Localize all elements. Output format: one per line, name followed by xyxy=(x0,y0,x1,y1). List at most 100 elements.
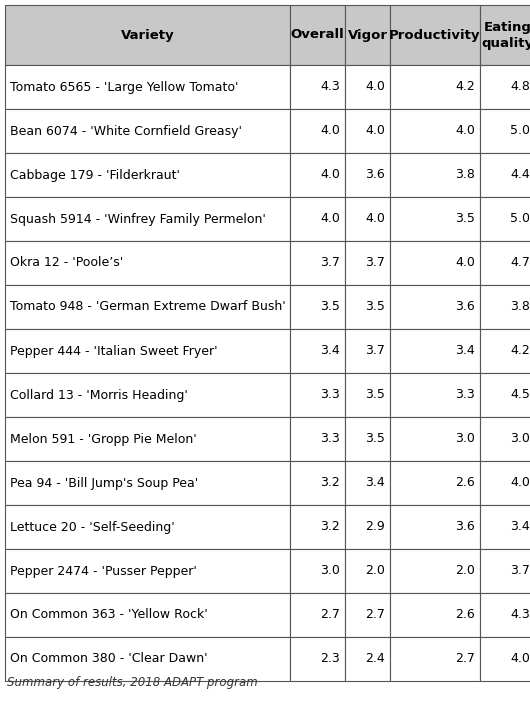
Text: 4.0: 4.0 xyxy=(455,256,475,270)
Text: 4.3: 4.3 xyxy=(510,609,530,621)
Text: 3.4: 3.4 xyxy=(365,477,385,489)
Bar xyxy=(390,637,480,681)
Text: 3.8: 3.8 xyxy=(510,300,530,314)
Text: Productivity: Productivity xyxy=(389,29,481,41)
Text: 2.6: 2.6 xyxy=(455,477,475,489)
Text: 4.2: 4.2 xyxy=(455,81,475,93)
Bar xyxy=(5,417,290,461)
Text: 3.7: 3.7 xyxy=(510,564,530,578)
Bar xyxy=(5,153,290,197)
Text: 3.6: 3.6 xyxy=(455,300,475,314)
Bar xyxy=(290,461,345,505)
Bar xyxy=(345,549,390,593)
Bar xyxy=(390,373,480,417)
Text: 3.6: 3.6 xyxy=(455,520,475,534)
Bar xyxy=(480,109,530,153)
Text: 3.2: 3.2 xyxy=(320,477,340,489)
Text: 3.6: 3.6 xyxy=(365,168,385,182)
Bar xyxy=(5,329,290,373)
Text: 4.2: 4.2 xyxy=(510,345,530,357)
Text: On Common 380 - 'Clear Dawn': On Common 380 - 'Clear Dawn' xyxy=(10,652,208,665)
Text: 4.0: 4.0 xyxy=(365,81,385,93)
Text: 2.3: 2.3 xyxy=(320,652,340,665)
Text: 3.3: 3.3 xyxy=(320,432,340,446)
Bar xyxy=(5,285,290,329)
Bar xyxy=(345,417,390,461)
Text: 3.4: 3.4 xyxy=(455,345,475,357)
Text: 4.0: 4.0 xyxy=(320,213,340,225)
Bar xyxy=(480,65,530,109)
Bar xyxy=(345,285,390,329)
Text: 4.0: 4.0 xyxy=(365,213,385,225)
Bar xyxy=(390,65,480,109)
Bar xyxy=(390,5,480,65)
Text: 3.5: 3.5 xyxy=(365,388,385,402)
Text: Pea 94 - 'Bill Jump's Soup Pea': Pea 94 - 'Bill Jump's Soup Pea' xyxy=(10,477,198,489)
Text: 3.0: 3.0 xyxy=(320,564,340,578)
Text: 3.7: 3.7 xyxy=(365,256,385,270)
Text: 2.7: 2.7 xyxy=(320,609,340,621)
Bar xyxy=(390,241,480,285)
Text: 3.5: 3.5 xyxy=(320,300,340,314)
Bar xyxy=(345,5,390,65)
Bar xyxy=(390,549,480,593)
Bar xyxy=(290,593,345,637)
Bar xyxy=(480,505,530,549)
Text: Pepper 2474 - 'Pusser Pepper': Pepper 2474 - 'Pusser Pepper' xyxy=(10,564,197,578)
Text: 4.8: 4.8 xyxy=(510,81,530,93)
Bar xyxy=(5,197,290,241)
Bar xyxy=(5,5,290,65)
Bar xyxy=(345,593,390,637)
Bar xyxy=(5,593,290,637)
Text: 4.0: 4.0 xyxy=(320,124,340,138)
Text: 3.5: 3.5 xyxy=(455,213,475,225)
Bar xyxy=(345,461,390,505)
Bar xyxy=(290,153,345,197)
Text: Melon 591 - 'Gropp Pie Melon': Melon 591 - 'Gropp Pie Melon' xyxy=(10,432,197,446)
Bar xyxy=(390,197,480,241)
Bar xyxy=(480,5,530,65)
Bar xyxy=(480,593,530,637)
Bar xyxy=(5,549,290,593)
Bar xyxy=(5,373,290,417)
Text: Pepper 444 - 'Italian Sweet Fryer': Pepper 444 - 'Italian Sweet Fryer' xyxy=(10,345,218,357)
Bar xyxy=(390,593,480,637)
Bar xyxy=(480,417,530,461)
Text: Bean 6074 - 'White Cornfield Greasy': Bean 6074 - 'White Cornfield Greasy' xyxy=(10,124,242,138)
Bar xyxy=(5,505,290,549)
Bar xyxy=(480,637,530,681)
Text: 4.0: 4.0 xyxy=(455,124,475,138)
Bar xyxy=(290,417,345,461)
Bar xyxy=(480,197,530,241)
Bar xyxy=(480,285,530,329)
Bar xyxy=(290,241,345,285)
Text: 3.5: 3.5 xyxy=(365,300,385,314)
Bar xyxy=(5,241,290,285)
Text: Overall: Overall xyxy=(290,29,344,41)
Text: Tomato 6565 - 'Large Yellow Tomato': Tomato 6565 - 'Large Yellow Tomato' xyxy=(10,81,238,93)
Bar xyxy=(345,65,390,109)
Bar xyxy=(390,461,480,505)
Text: Okra 12 - 'Poole’s': Okra 12 - 'Poole’s' xyxy=(10,256,123,270)
Text: 5.0: 5.0 xyxy=(510,124,530,138)
Text: 4.0: 4.0 xyxy=(510,477,530,489)
Bar xyxy=(390,505,480,549)
Bar xyxy=(290,5,345,65)
Text: 2.0: 2.0 xyxy=(455,564,475,578)
Bar xyxy=(5,65,290,109)
Text: 4.5: 4.5 xyxy=(510,388,530,402)
Bar xyxy=(345,505,390,549)
Bar xyxy=(480,549,530,593)
Bar xyxy=(480,373,530,417)
Text: Squash 5914 - 'Winfrey Family Permelon': Squash 5914 - 'Winfrey Family Permelon' xyxy=(10,213,266,225)
Bar xyxy=(480,153,530,197)
Text: 3.3: 3.3 xyxy=(320,388,340,402)
Text: 3.5: 3.5 xyxy=(365,432,385,446)
Text: 4.0: 4.0 xyxy=(365,124,385,138)
Bar xyxy=(290,109,345,153)
Text: 2.7: 2.7 xyxy=(365,609,385,621)
Text: 4.0: 4.0 xyxy=(320,168,340,182)
Bar xyxy=(480,329,530,373)
Text: 3.2: 3.2 xyxy=(320,520,340,534)
Bar xyxy=(345,241,390,285)
